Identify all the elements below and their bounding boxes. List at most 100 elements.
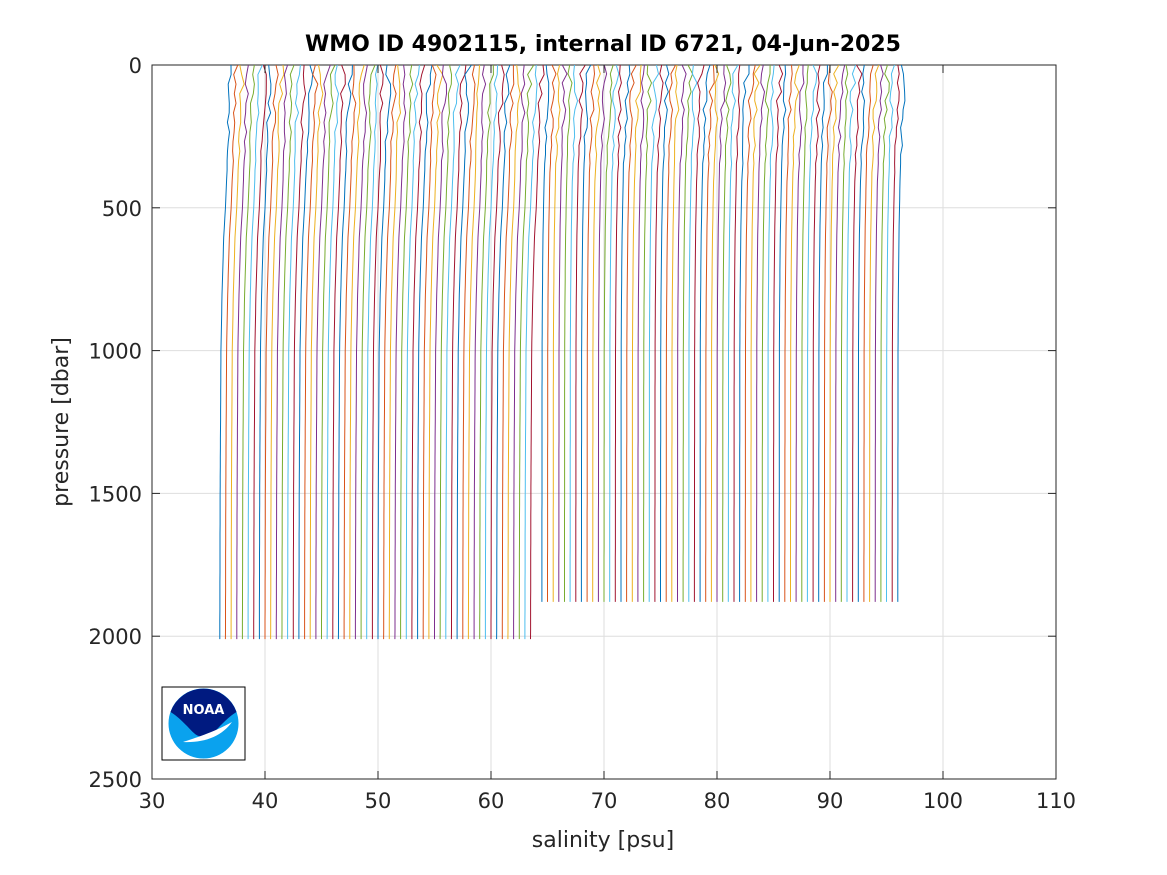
profile-line (247, 65, 263, 640)
y-tick-label: 0 (129, 54, 142, 78)
logo-gull (183, 722, 232, 743)
profile-line (530, 65, 545, 640)
profile-line (552, 65, 561, 602)
profile-line (513, 65, 526, 640)
profile-line (722, 65, 732, 602)
profile-line (236, 65, 249, 640)
profile-line (304, 65, 319, 640)
profile-line (756, 65, 766, 602)
logo-dark-top (170, 688, 237, 737)
profile-line (846, 65, 857, 602)
profile-line (569, 65, 579, 602)
profile-line (603, 65, 614, 602)
profile-line (897, 65, 906, 602)
profile-line (332, 65, 346, 640)
profile-line (309, 65, 324, 640)
x-tick-label: 100 (923, 789, 963, 813)
profile-line (524, 65, 538, 640)
profile-line (806, 65, 818, 602)
profile-line (417, 65, 433, 640)
profile-line (626, 65, 637, 602)
profile-line (784, 65, 793, 602)
profile-line (270, 65, 285, 640)
profile-line (354, 65, 368, 640)
profile-line (654, 65, 664, 602)
profile-line (739, 65, 750, 602)
profile-line (541, 65, 550, 602)
profile-line (823, 65, 833, 602)
y-tick-label: 1000 (89, 340, 142, 364)
profile-line (473, 65, 487, 640)
profile-line (857, 65, 866, 602)
profile-line (586, 65, 596, 602)
profile-line (428, 65, 444, 640)
x-tick-label: 70 (591, 789, 618, 813)
profile-line (496, 65, 511, 640)
x-axis-ticks: 30 40 50 60 70 80 90 100 110 (139, 65, 1076, 813)
profile-line (592, 65, 601, 602)
profile-line (292, 65, 307, 640)
profile-line (366, 65, 379, 640)
profile-line (258, 65, 272, 640)
profile-line (575, 65, 586, 602)
profile-line (801, 65, 809, 602)
profile-line (829, 65, 840, 602)
profile-line (349, 65, 365, 640)
profile-line (343, 65, 357, 640)
y-axis-ticks: 0 500 1000 1500 2000 2500 (89, 54, 1056, 792)
profile-line (710, 65, 720, 602)
profile-line (750, 65, 761, 602)
profile-line (326, 65, 340, 640)
profile-line (671, 65, 680, 602)
profile-line (880, 65, 890, 602)
profile-line (467, 65, 480, 640)
y-tick-label: 2500 (89, 768, 142, 792)
profile-line (377, 65, 392, 640)
profile-line (620, 65, 631, 602)
profile-line (682, 65, 694, 602)
profile-line (450, 65, 467, 640)
profile-line (773, 65, 784, 602)
profile-line (693, 65, 705, 602)
y-tick-label: 2000 (89, 625, 142, 649)
profile-line (264, 65, 279, 640)
profile-line (631, 65, 642, 602)
y-tick-label: 500 (102, 197, 142, 221)
profile-line (705, 65, 715, 602)
profile-line (219, 65, 232, 640)
profile-line (241, 65, 255, 640)
profile-line (886, 65, 895, 602)
profile-line (699, 65, 711, 602)
profile-line (852, 65, 863, 602)
profile-line (315, 65, 331, 640)
profile-line (400, 65, 414, 640)
x-tick-label: 50 (365, 789, 392, 813)
profile-line (253, 65, 267, 640)
profile-line (818, 65, 828, 602)
profile-line (371, 65, 384, 640)
x-tick-label: 30 (139, 789, 166, 813)
logo-text: NOAA (183, 703, 225, 718)
profile-line (405, 65, 420, 640)
profile-line (558, 65, 568, 602)
profile-line (614, 65, 622, 602)
profile-line (812, 65, 821, 602)
profile-line (388, 65, 402, 640)
x-tick-label: 80 (704, 789, 731, 813)
profile-line (422, 65, 437, 640)
profile-line (863, 65, 874, 602)
profile-line (688, 65, 698, 602)
profile-line (275, 65, 289, 640)
profile-line (840, 65, 849, 602)
profile-line (761, 65, 771, 602)
profile-line (434, 65, 448, 640)
profile-line (445, 65, 461, 640)
profile-line (660, 65, 670, 602)
profile-line (298, 65, 314, 640)
profile-line (891, 65, 900, 602)
profile-line (360, 65, 376, 640)
profile-line (383, 65, 397, 640)
x-tick-label: 40 (252, 789, 279, 813)
profile-line (230, 65, 245, 640)
